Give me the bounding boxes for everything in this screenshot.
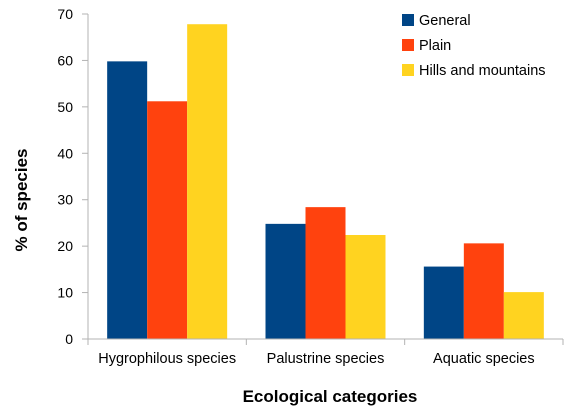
y-tick-label: 30 [57,192,73,208]
bar-general-0 [107,61,148,339]
bar-general-2 [423,266,464,339]
y-tick-label: 20 [57,238,73,254]
category-labels: Hygrophilous species Palustrine species Aq… [98,351,534,367]
y-tick-label: 60 [57,52,73,68]
legend-swatch [402,14,414,26]
y-tick-label: 40 [57,145,73,161]
x-axis-ticks [87,339,564,345]
legend-label: Hills and mountains [419,63,546,79]
bar-hills-and-mountains-2 [503,292,544,339]
bar-general-1 [265,223,306,339]
bar-hills-and-mountains-0 [187,24,228,339]
y-tick-label: 0 [65,331,73,347]
y-tick-label: 50 [57,99,73,115]
category-label: Palustrine species [267,351,385,367]
y-axis-ticks: 0 10 20 30 40 50 60 70 [57,6,88,347]
legend-label: General [419,13,471,29]
bars [107,24,544,340]
y-axis-title: % of species [12,149,31,252]
legend-swatch [402,64,414,76]
axes [87,14,563,340]
y-tick-label: 70 [57,6,73,22]
bar-hills-and-mountains-1 [345,235,386,339]
y-tick-label: 10 [57,285,73,301]
legend-label: Plain [419,38,451,54]
bar-plain-1 [305,207,346,339]
x-axis-title: Ecological categories [243,387,418,406]
bar-plain-0 [147,101,188,340]
bar-plain-2 [463,243,504,339]
category-label: Aquatic species [433,351,535,367]
legend-swatch [402,39,414,51]
category-label: Hygrophilous species [98,351,236,367]
legend: General Plain Hills and mountains [402,13,546,79]
